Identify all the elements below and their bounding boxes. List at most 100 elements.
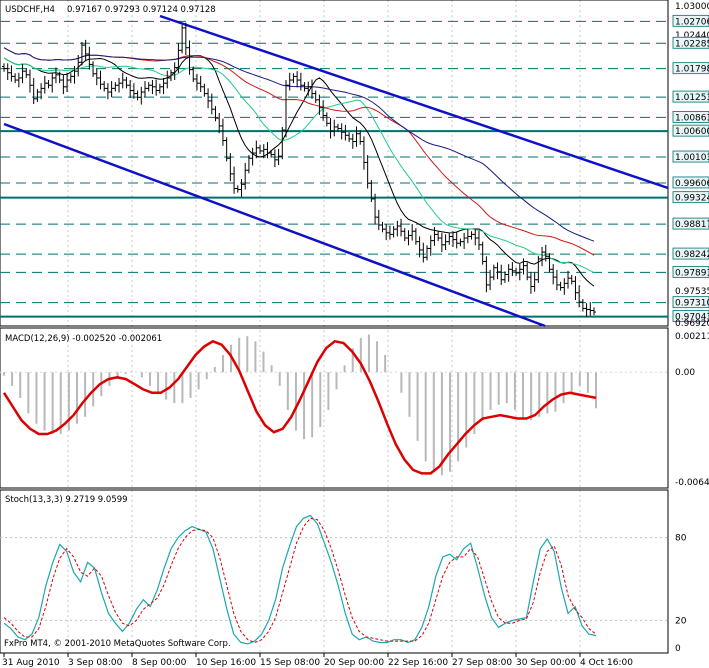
price-label-box [672,265,709,278]
price-bar [317,94,322,115]
price-pane-frame [0,0,669,327]
price-bar [458,238,463,247]
price-bar [61,74,66,95]
price-label-box [672,124,709,137]
price-bar [198,75,203,93]
price-bar [328,118,333,139]
price-axis-label: 1.02285 [675,39,709,49]
ohlc-readout: 0.97167 0.97293 0.97124 0.97128 [67,5,216,15]
time-axis-label: 27 Sep 08:00 [452,658,512,668]
price-bar [258,144,263,155]
stoch-pane-frame [0,489,669,654]
price-bar [302,82,307,92]
price-axis-label: 0.97891 [675,268,709,278]
price-bar [358,130,363,145]
price-bar [387,225,392,240]
price-bar [165,70,170,89]
channel-lower-line[interactable] [3,122,546,328]
copyright-notice: FxPro MT4, © 2001-2010 MetaQuotes Softwa… [4,639,231,649]
price-bar [243,162,248,190]
price-bar [584,303,589,317]
price-bar [46,80,51,89]
price-bar [213,106,218,122]
price-bar [413,228,418,245]
price-axis-label: 1.00600 [675,127,709,137]
price-bar [291,73,296,84]
price-bar [9,65,14,82]
price-label-box [672,217,709,230]
price-bar [180,24,185,54]
macd-histogram [0,334,668,476]
price-bar [566,270,571,289]
price-label-box [672,62,709,75]
trend-channel[interactable] [3,14,669,328]
price-bar [517,264,522,281]
price-bar [592,307,596,316]
price-bar [450,231,455,247]
macd-pane[interactable]: 0.00211 0.00 -0.0064 MACD(12,26,9) -0.0025… [0,327,709,489]
price-axis-label: 1.02706 [675,17,709,27]
price-bar [2,63,6,72]
price-bar [191,66,196,83]
price-bar [276,148,281,166]
channel-upper-line[interactable] [159,14,669,190]
time-axis-label: 4 Oct 16:00 [580,658,633,668]
price-bar [53,67,58,84]
price-axis-label: 1.00103 [675,153,709,163]
price-bar [309,79,314,99]
price-bar [551,264,556,285]
price-bar [391,226,396,238]
price-bar [265,142,270,159]
time-axis-label: 10 Sep 16:00 [196,658,256,668]
price-bar [105,83,110,100]
price-bar [562,278,567,295]
price-bar [521,258,526,275]
price-bar [410,223,415,241]
symbol-label: USDCHF,H4 [5,5,55,15]
price-bar [206,88,211,109]
price-bar [510,261,515,277]
price-axis-label: 0.97043 [675,313,709,323]
price-bar [232,166,237,194]
price-bar [476,230,481,251]
price-bar [454,232,459,249]
price-bar [491,264,496,281]
price-bar [239,179,244,197]
price-bar [580,299,585,312]
price-bar [217,112,222,134]
time-axis-label: 3 Sep 08:00 [68,658,123,668]
price-bar [480,241,485,265]
price-bar [272,149,277,168]
price-axis-label: 1.01798 [675,65,709,75]
price-bar [287,72,292,91]
price-bar [432,227,437,246]
price-axis-label: 0.98817 [675,220,709,230]
price-bar [13,73,18,84]
price-bar [261,144,266,159]
price-bar [27,69,32,93]
macd-pane-frame [0,327,669,489]
stoch-pane[interactable]: 80 20 0 Stoch(13,3,3) 9.2719 9.0599 FxPro … [0,489,687,654]
price-bar [117,77,122,93]
price-bar [417,236,422,258]
price-bar [120,72,125,89]
price-bar [35,88,40,102]
time-axis-label: 22 Sep 16:00 [388,658,448,668]
macd-axis-label: -0.0064 [675,478,709,488]
price-bar [246,155,251,174]
price-label-box [672,111,709,123]
price-bar [250,147,255,166]
price-bar [569,275,574,285]
price-bar [24,68,29,78]
price-label-box [672,150,709,163]
price-bar [79,41,84,66]
price-bar [540,246,545,267]
stoch-axis-label: 20 [675,616,687,626]
price-label-box [672,36,709,49]
price-bar [343,124,348,141]
price-bar [68,73,73,84]
ma-mid-line [3,57,595,274]
